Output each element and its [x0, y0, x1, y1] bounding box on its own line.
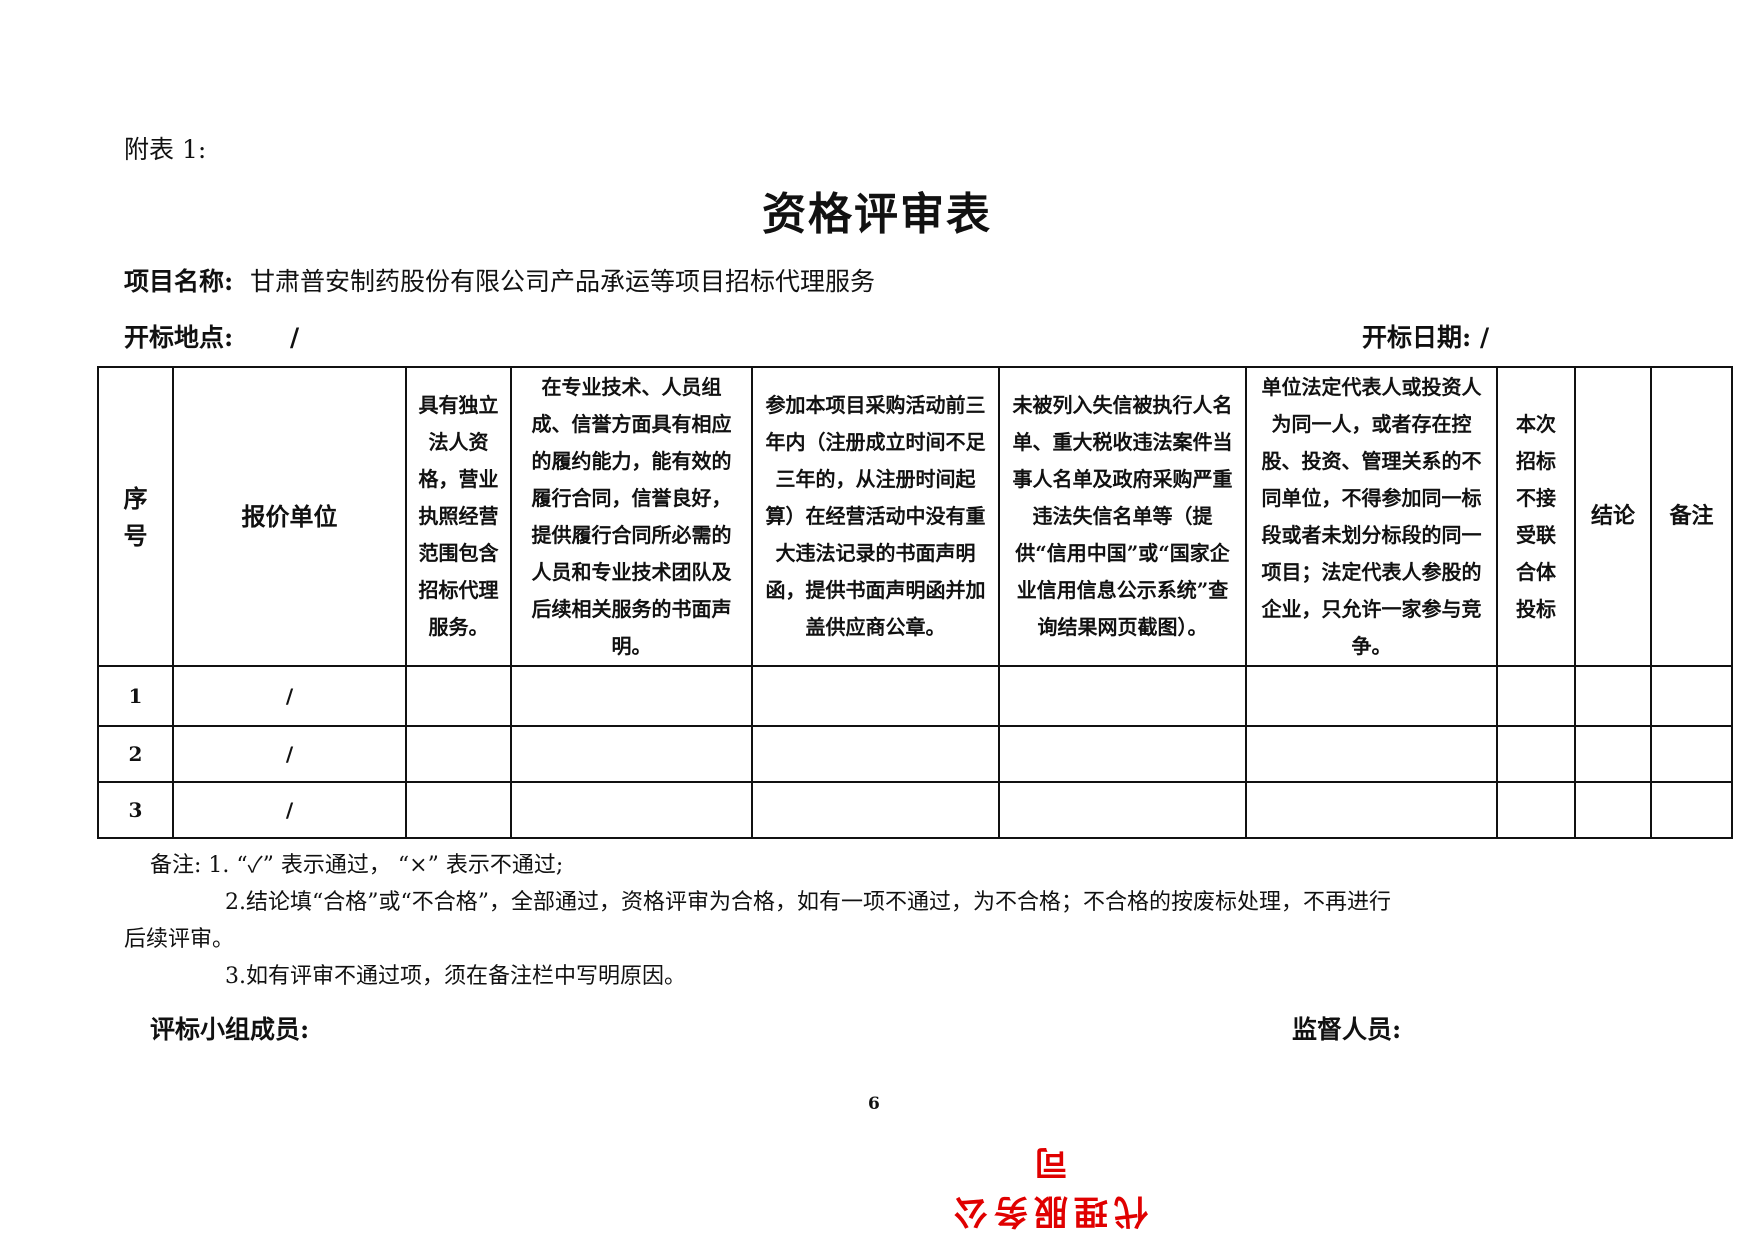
header-bidder: 报价单位 — [172, 366, 407, 667]
header-legal: 具有独立法人资格，营业执照经营范围包含招标代理服务。 — [405, 366, 512, 667]
header-conclusion: 结论 — [1574, 366, 1652, 667]
row-seq: 3 — [97, 781, 174, 839]
row-seq: 2 — [97, 725, 174, 783]
header-row: 序号 报价单位 具有独立法人资格，营业执照经营范围包含招标代理服务。 在专业技术… — [97, 366, 1733, 667]
header-related-parties: 单位法定代表人或投资人为同一人，或者存在控股、投资、管理关系的不同单位，不得参加… — [1245, 366, 1498, 667]
note-3: 3.如有评审不通过项，须在备注栏中写明原因。 — [225, 964, 686, 989]
header-remarks: 备注 — [1650, 366, 1733, 667]
project-value: 甘肃普安制药股份有限公司产品承运等项目招标代理服务 — [249, 267, 875, 296]
table-row: 3/ — [97, 781, 1733, 839]
page-title: 资格评审表 — [762, 189, 992, 240]
qualification-table: 序号 报价单位 具有独立法人资格，营业执照经营范围包含招标代理服务。 在专业技术… — [97, 366, 1733, 839]
header-no-consortium: 本次招标不接受联合体投标 — [1496, 366, 1576, 667]
row-bidder: / — [172, 781, 407, 839]
table-row: 2/ — [97, 725, 1733, 783]
date-label: 开标日期: — [1362, 323, 1472, 352]
header-capability: 在专业技术、人员组成、信誉方面具有相应的履约能力，能有效的履行合同，信誉良好，提… — [510, 366, 753, 667]
note-1: 备注: 1. “✓” 表示通过， “×” 表示不通过; — [150, 853, 564, 878]
row-seq: 1 — [97, 665, 174, 727]
supervisor-label: 监督人员: — [1292, 1015, 1402, 1044]
attachment-label: 附表 1: — [124, 135, 207, 164]
project-label: 项目名称: — [124, 267, 234, 296]
table-row: 1/ — [97, 665, 1733, 727]
row-bidder: / — [172, 725, 407, 783]
header-credit: 未被列入失信被执行人名单、重大税收违法案件当事人名单及政府采购严重违法失信名单等… — [998, 366, 1247, 667]
red-seal-stamp: 代理服务公司 — [948, 1142, 1148, 1231]
header-no-violation: 参加本项目采购活动前三年内（注册成立时间不足三年的，从注册时间起算）在经营活动中… — [751, 366, 1000, 667]
panel-members-label: 评标小组成员: — [150, 1015, 310, 1044]
location-value: / — [289, 323, 300, 352]
header-seq: 序号 — [97, 366, 174, 667]
note-2: 2.结论填“合格”或“不合格”，全部通过，资格评审为合格，如有一项不通过，为不合… — [225, 890, 1391, 915]
project-name: 项目名称: 甘肃普安制药股份有限公司产品承运等项目招标代理服务 — [124, 262, 875, 298]
bid-location: 开标地点: / — [124, 318, 299, 354]
date-value: / — [1479, 323, 1490, 352]
page-number: 6 — [868, 1094, 880, 1114]
bid-date: 开标日期: / — [1362, 318, 1489, 354]
location-label: 开标地点: — [124, 323, 234, 352]
row-bidder: / — [172, 665, 407, 727]
note-2-cont: 后续评审。 — [124, 927, 235, 952]
